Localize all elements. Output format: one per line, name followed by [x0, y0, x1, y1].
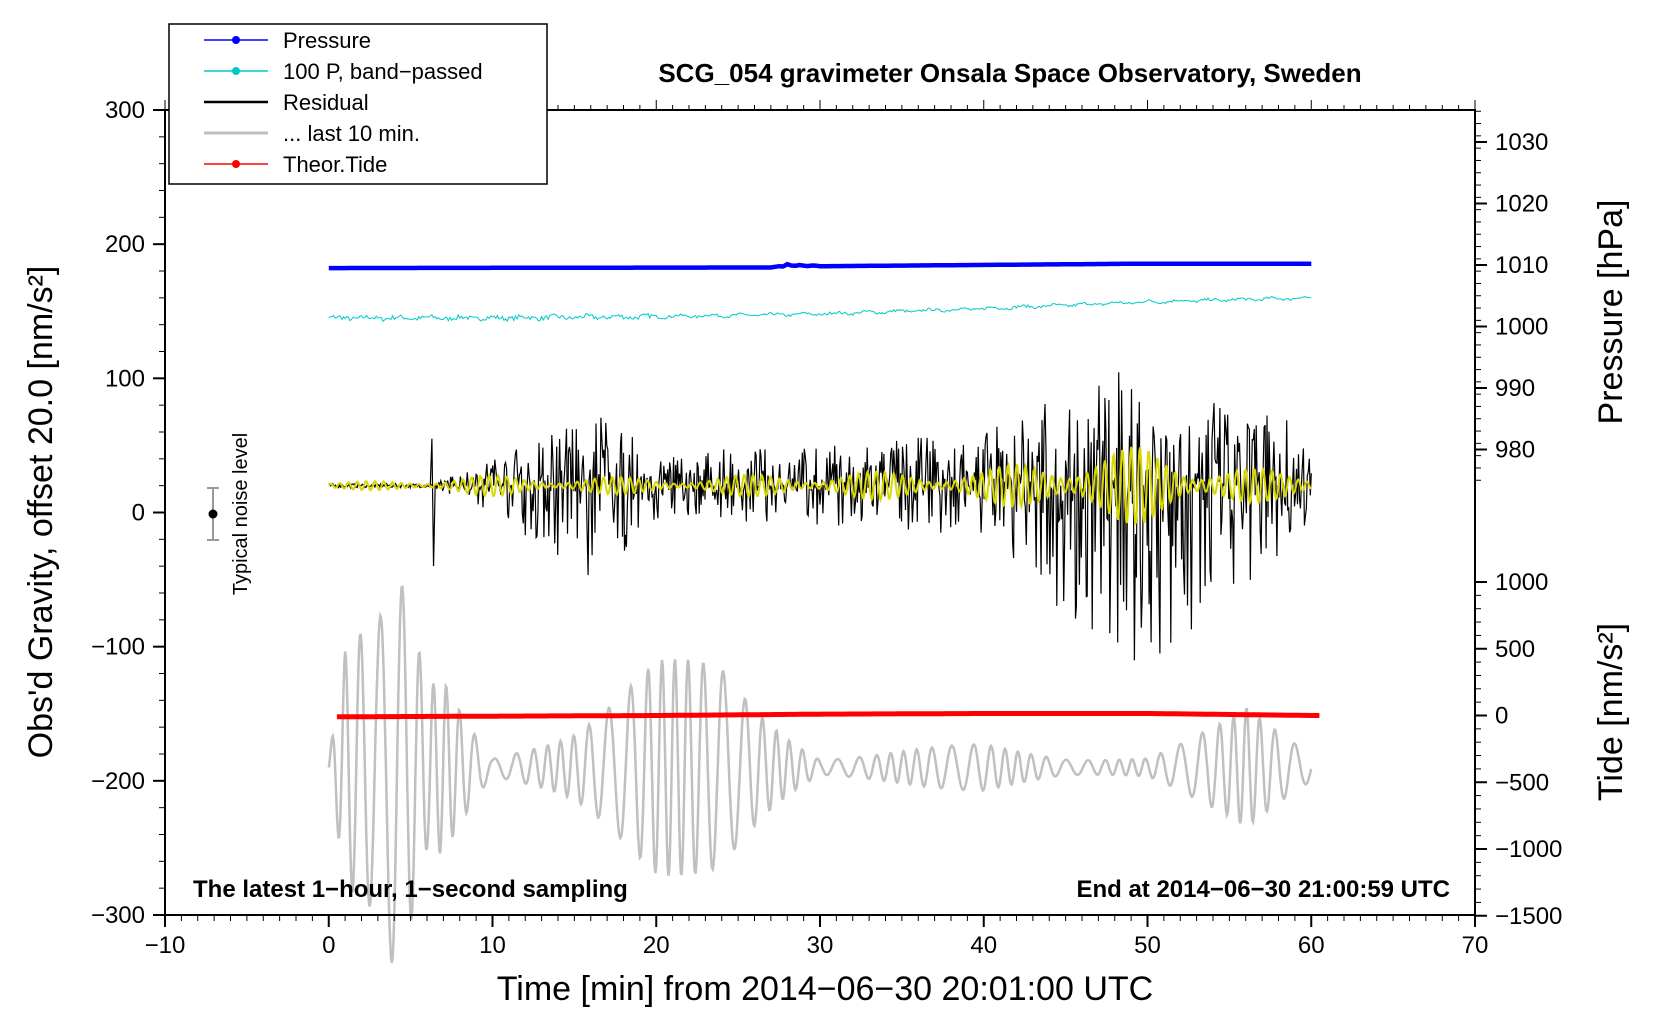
pressure-tick-label: 1030 — [1495, 129, 1548, 156]
x-tick-label: 70 — [1462, 932, 1489, 959]
end-time-note: End at 2014−06−30 21:00:59 UTC — [1076, 876, 1450, 903]
x-tick-label: 40 — [970, 932, 997, 959]
y-left-tick-label: 0 — [132, 500, 145, 527]
y-left-tick-label: 200 — [105, 231, 145, 258]
tide-tick-label: 0 — [1495, 703, 1508, 730]
series-layer — [327, 261, 1320, 964]
legend-item-pressure: Pressure — [204, 28, 371, 53]
legend-item-last-10-min: ... last 10 min. — [204, 121, 420, 146]
x-axis-title: Time [min] from 2014−06−30 20:01:00 UTC — [497, 970, 1153, 1008]
tide-tick-label: −500 — [1495, 769, 1549, 796]
legend: Pressure 100 P, band−passed Residual ...… — [168, 23, 548, 185]
y-left-tick-label: −100 — [91, 634, 145, 661]
legend-item-residual: Residual — [204, 90, 369, 115]
tide-tick-label: 500 — [1495, 636, 1535, 663]
legend-marker-pressure — [232, 36, 240, 44]
theor-tide-line — [336, 711, 1320, 720]
pressure-tick-label: 1020 — [1495, 191, 1548, 218]
y-axis-title-tide: Tide [nm/s²] — [1592, 623, 1630, 801]
x-tick-label: 20 — [643, 932, 670, 959]
y-axis-title-pressure: Pressure [hPa] — [1592, 200, 1630, 425]
tide-tick-label: −1500 — [1495, 903, 1562, 930]
plot-frame — [164, 109, 1476, 916]
filtered-residual-line — [328, 446, 1312, 526]
noise-level-marker: Typical noise level — [207, 433, 252, 595]
residual-spike — [429, 438, 436, 567]
y-left-tick-label: 100 — [105, 365, 145, 392]
y-left-tick-label: 300 — [105, 97, 145, 124]
x-tick-label: 50 — [1134, 932, 1161, 959]
axes-layer: −10 0 10 20 30 40 50 60 703002001000−100−200−300… — [91, 97, 1562, 959]
legend-marker-band-passed — [232, 67, 240, 75]
noise-level-label: Typical noise level — [230, 433, 252, 595]
legend-marker-theor-tide — [232, 160, 240, 168]
legend-label-band-passed: 100 P, band−passed — [283, 59, 483, 84]
x-tick-label: −10 — [145, 932, 186, 959]
pressure-tick-label: 990 — [1495, 375, 1535, 402]
chart-title: SCG_054 gravimeter Onsala Space Observat… — [658, 58, 1361, 88]
y-axis-title-left: Obs'd Gravity, offset 20.0 [nm/s²] — [22, 266, 60, 759]
noise-bar-point — [208, 509, 218, 519]
pressure-line — [328, 261, 1312, 271]
x-tick-label: 60 — [1298, 932, 1325, 959]
band-passed-pressure-line — [328, 296, 1312, 323]
y-left-tick-label: −200 — [91, 768, 145, 795]
legend-label-last-10-min: ... last 10 min. — [283, 121, 420, 146]
pressure-tick-label: 1010 — [1495, 252, 1548, 279]
tide-tick-label: 1000 — [1495, 569, 1548, 596]
pressure-tick-label: 980 — [1495, 437, 1535, 464]
tide-tick-label: −1000 — [1495, 836, 1562, 863]
x-tick-label: 10 — [479, 932, 506, 959]
legend-label-pressure: Pressure — [283, 28, 371, 53]
pressure-tick-label: 1000 — [1495, 314, 1548, 341]
legend-label-theor-tide: Theor.Tide — [283, 152, 387, 177]
residual-line — [328, 372, 1312, 661]
last-10-min-line — [327, 585, 1313, 964]
x-tick-label: 0 — [322, 932, 335, 959]
legend-item-band-passed: 100 P, band−passed — [204, 59, 483, 84]
legend-box — [168, 23, 548, 185]
sampling-note: The latest 1−hour, 1−second sampling — [193, 876, 628, 903]
x-tick-label: 30 — [807, 932, 834, 959]
y-left-tick-label: −300 — [91, 902, 145, 929]
legend-item-theor-tide: Theor.Tide — [204, 152, 387, 177]
legend-label-residual: Residual — [283, 90, 369, 115]
